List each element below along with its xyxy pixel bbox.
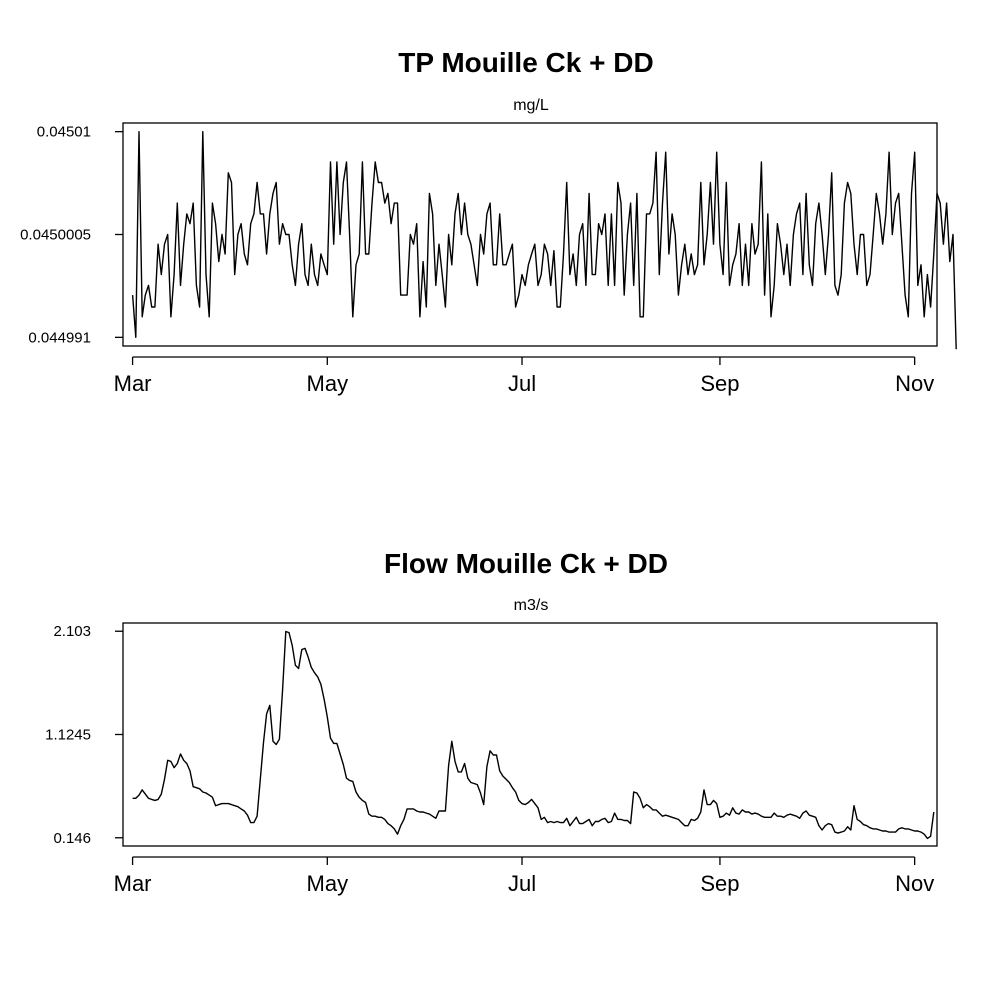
tp-x-tick-label: Nov bbox=[895, 371, 934, 396]
tp-y-tick-label: 0.0450005 bbox=[20, 227, 91, 244]
tp-y-tick-label: 0.044991 bbox=[28, 329, 91, 346]
flow-x-axis: Mar May Jul Sep Nov bbox=[114, 856, 934, 896]
tp-chart-title: TP Mouille Ck + DD bbox=[398, 47, 653, 78]
flow-y-tick-label: 1.1245 bbox=[45, 727, 91, 744]
tp-series-line bbox=[131, 130, 957, 350]
flow-chart-subtitle: m3/s bbox=[514, 597, 549, 614]
flow-y-tick-label: 2.103 bbox=[53, 623, 91, 640]
tp-chart-panel: TP Mouille Ck + DD mg/L Mar May Jul Sep Nov … bbox=[20, 47, 957, 396]
flow-x-tick-label: Mar bbox=[114, 871, 152, 896]
flow-series-line bbox=[132, 630, 935, 840]
flow-y-tick-label: 0.146 bbox=[53, 830, 91, 847]
tp-plot-area bbox=[131, 130, 957, 350]
tp-chart-subtitle: mg/L bbox=[513, 97, 549, 114]
tp-x-tick-label: May bbox=[307, 371, 349, 396]
flow-chart-panel: Flow Mouille Ck + DD m3/s Mar May Jul Sep No… bbox=[45, 548, 938, 896]
flow-plot-area bbox=[132, 630, 935, 840]
flow-x-tick-label: Jul bbox=[508, 871, 536, 896]
tp-y-tick-label: 0.04501 bbox=[37, 124, 91, 141]
flow-x-tick-label: Sep bbox=[700, 871, 739, 896]
flow-chart-title: Flow Mouille Ck + DD bbox=[384, 548, 668, 579]
flow-x-tick-label: Nov bbox=[895, 871, 934, 896]
flow-x-tick-label: May bbox=[307, 871, 349, 896]
tp-x-tick-label: Sep bbox=[700, 371, 739, 396]
tp-x-axis: Mar May Jul Sep Nov bbox=[114, 356, 934, 396]
tp-y-axis: 0.044991 0.0450005 0.04501 bbox=[20, 124, 123, 346]
flow-y-axis: 0.146 1.1245 2.103 bbox=[45, 623, 123, 847]
tp-x-tick-label: Jul bbox=[508, 371, 536, 396]
tp-x-tick-label: Mar bbox=[114, 371, 152, 396]
